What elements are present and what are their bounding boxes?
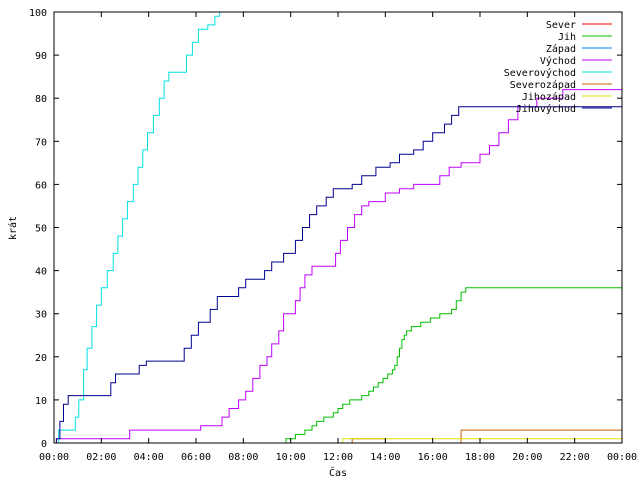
x-tick-label: 12:00 — [323, 452, 353, 463]
series-line-6 — [342, 438, 622, 443]
y-axis: 0 10 20 30 40 50 60 70 80 90 100 — [29, 8, 622, 450]
y-tick-label: 40 — [35, 267, 47, 278]
y-tick-label: 20 — [35, 353, 47, 364]
legend-label: Jih — [558, 32, 576, 43]
x-tick-label: 14:00 — [370, 452, 400, 463]
x-tick-label: 10:00 — [276, 452, 306, 463]
legend-label: Východ — [540, 55, 576, 67]
x-tick-label: 00:00 — [39, 452, 69, 463]
series-lines — [54, 12, 622, 443]
x-tick-label: 06:00 — [181, 452, 211, 463]
y-tick-label: 0 — [41, 439, 47, 450]
y-tick-label: 100 — [29, 8, 47, 19]
x-axis-label: Čas — [329, 466, 347, 479]
series-line-5 — [351, 429, 622, 443]
legend-label: Západ — [546, 43, 576, 55]
y-tick-label: 80 — [35, 94, 47, 105]
legend-label: Severozápad — [510, 79, 576, 91]
y-tick-label: 10 — [35, 396, 47, 407]
legend-label: Jihozápad — [522, 91, 576, 103]
y-tick-label: 90 — [35, 51, 47, 62]
series-line-3 — [55, 89, 622, 443]
y-axis-label: krát — [7, 216, 19, 240]
x-tick-label: 02:00 — [86, 452, 116, 463]
y-tick-label: 30 — [35, 310, 47, 321]
x-tick-label: 18:00 — [465, 452, 495, 463]
series-line-1 — [285, 287, 622, 443]
y-tick-label: 70 — [35, 137, 47, 148]
series-line-4 — [54, 12, 221, 443]
legend-label: Sever — [546, 20, 576, 31]
x-tick-label: 20:00 — [512, 452, 542, 463]
x-tick-label: 00:00 — [607, 452, 637, 463]
y-tick-label: 60 — [35, 180, 47, 191]
y-tick-label: 50 — [35, 224, 47, 235]
legend-label: Severovýchod — [504, 67, 576, 79]
x-tick-label: 22:00 — [560, 452, 590, 463]
x-tick-label: 04:00 — [134, 452, 164, 463]
x-axis: 00:00 02:00 04:00 06:00 08:00 10:00 12:00 14:00… — [39, 12, 637, 463]
x-tick-label: 08:00 — [228, 452, 258, 463]
x-tick-label: 16:00 — [418, 452, 448, 463]
legend-label: Jihovýchod — [516, 103, 576, 115]
series-line-7 — [55, 106, 622, 443]
legend: SeverJihZápadVýchodSeverovýchodSeverozáp… — [504, 20, 612, 115]
